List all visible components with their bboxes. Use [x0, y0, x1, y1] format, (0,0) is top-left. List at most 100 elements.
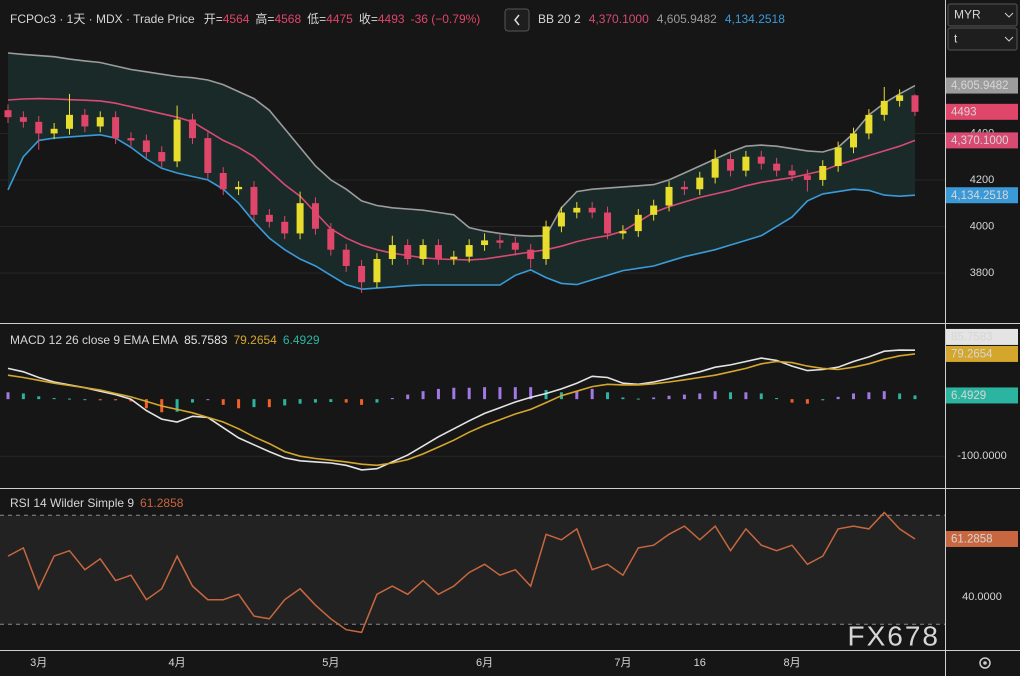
- bb-value: 4,134.2518: [725, 12, 785, 26]
- indicator-legend: RSI 14 Wilder Simple 9 61.2858: [10, 496, 184, 510]
- candle-body: [527, 249, 535, 259]
- histogram-bar: [6, 392, 10, 400]
- histogram-bar: [636, 398, 640, 400]
- badge-label: 4,134.2518: [951, 190, 1009, 202]
- histogram-bar: [129, 399, 133, 402]
- y-tick-label: 40.0000: [962, 591, 1002, 603]
- candle-body: [896, 95, 904, 101]
- candle-body: [204, 138, 212, 173]
- select-text[interactable]: MYR: [954, 8, 981, 22]
- bb-legend: BB 20 2 4,370.1000 4,605.9482 4,134.2518: [538, 12, 785, 26]
- candle-body: [727, 159, 735, 171]
- candle-body: [803, 175, 811, 180]
- candle-body: [788, 170, 796, 176]
- x-tick-label: 3月: [30, 657, 47, 669]
- histogram-bar: [390, 398, 394, 400]
- x-tick-label: 4月: [169, 657, 186, 669]
- histogram-bar: [21, 393, 25, 400]
- histogram-bar: [667, 395, 671, 400]
- level-band: [0, 515, 945, 625]
- histogram-bar: [713, 391, 717, 400]
- badge-label: 79.2654: [951, 348, 993, 360]
- histogram-bar: [237, 399, 241, 409]
- candle-body: [158, 152, 166, 162]
- candle-body: [680, 186, 688, 190]
- histogram-bar: [144, 399, 148, 409]
- histogram-bar: [898, 393, 902, 400]
- candle-body: [573, 207, 581, 213]
- y-tick-label: 4000: [970, 220, 994, 232]
- candle-body: [850, 133, 858, 148]
- x-tick-label: 8月: [783, 657, 800, 669]
- currency-select[interactable]: MYR: [947, 3, 1018, 27]
- select-box[interactable]: [947, 27, 1018, 51]
- collapse-button[interactable]: [504, 8, 530, 32]
- y-tick-label: 4200: [970, 174, 994, 186]
- candle-body: [219, 172, 227, 190]
- button-box[interactable]: [504, 8, 530, 32]
- candle-body: [742, 156, 750, 171]
- stat-value: 4493: [378, 12, 405, 26]
- settings-icon-dot: [983, 661, 987, 665]
- watermark: FX678: [848, 620, 941, 651]
- histogram-bar: [67, 398, 71, 400]
- select-text[interactable]: t: [954, 32, 958, 46]
- candle-body: [481, 240, 489, 246]
- legend-value: 61.2858: [140, 496, 184, 510]
- price-badge: [946, 77, 1018, 94]
- price-badge: [946, 387, 1018, 404]
- candle-body: [496, 240, 504, 243]
- histogram-bar: [52, 398, 56, 400]
- histogram-bar: [98, 399, 102, 401]
- candle-body: [604, 212, 612, 234]
- candle-body: [4, 110, 12, 118]
- histogram-bar: [114, 399, 118, 401]
- stat-value: 4475: [326, 12, 353, 26]
- plots: [0, 52, 945, 634]
- candle-body: [773, 163, 781, 171]
- histogram-bar: [790, 399, 794, 403]
- bb-band: [8, 53, 915, 290]
- histogram-bar: [175, 399, 179, 412]
- candle-body: [434, 245, 442, 259]
- histogram-bar: [729, 392, 733, 400]
- y-tick-label: -100.0000: [957, 450, 1007, 462]
- x-tick-label: 5月: [322, 657, 339, 669]
- settings-button[interactable]: [979, 657, 991, 669]
- candle-body: [173, 119, 181, 162]
- candle-body: [281, 221, 289, 234]
- histogram-bar: [360, 399, 364, 405]
- candle-body: [358, 265, 366, 283]
- indicator-line: [7, 349, 916, 471]
- histogram-bar: [498, 387, 502, 400]
- badge-label: 6.4929: [951, 390, 986, 402]
- histogram-bar: [590, 388, 594, 400]
- select-box[interactable]: [947, 3, 1018, 27]
- candle-body: [311, 203, 319, 229]
- indicator-title: MACD 12 26 close 9 EMA EMA: [10, 333, 178, 347]
- histogram-bar: [775, 398, 779, 400]
- candle-body: [757, 156, 765, 164]
- histogram-bar: [190, 399, 194, 403]
- histogram-bar: [406, 394, 410, 400]
- legend-value: 85.7583: [184, 333, 228, 347]
- bb-line: [7, 133, 916, 291]
- candle-body: [419, 245, 427, 259]
- candle-body: [142, 140, 150, 153]
- candle-body: [696, 177, 704, 190]
- interval-select[interactable]: t: [947, 27, 1018, 51]
- candle-body: [511, 242, 519, 250]
- histogram-bar: [836, 396, 840, 400]
- change: -36 (−0.79%): [411, 12, 481, 26]
- bb-name: BB 20 2: [538, 12, 581, 26]
- histogram-bar: [467, 387, 471, 400]
- candle-body: [19, 117, 27, 122]
- settings-icon[interactable]: [979, 657, 991, 669]
- histogram-bar: [513, 387, 517, 400]
- legend-value: 79.2654: [233, 333, 277, 347]
- histogram-bar: [206, 399, 210, 401]
- histogram-bar: [652, 397, 656, 400]
- badge-label: 4493: [951, 106, 977, 118]
- candle-body: [296, 203, 304, 234]
- candle-body: [650, 205, 658, 215]
